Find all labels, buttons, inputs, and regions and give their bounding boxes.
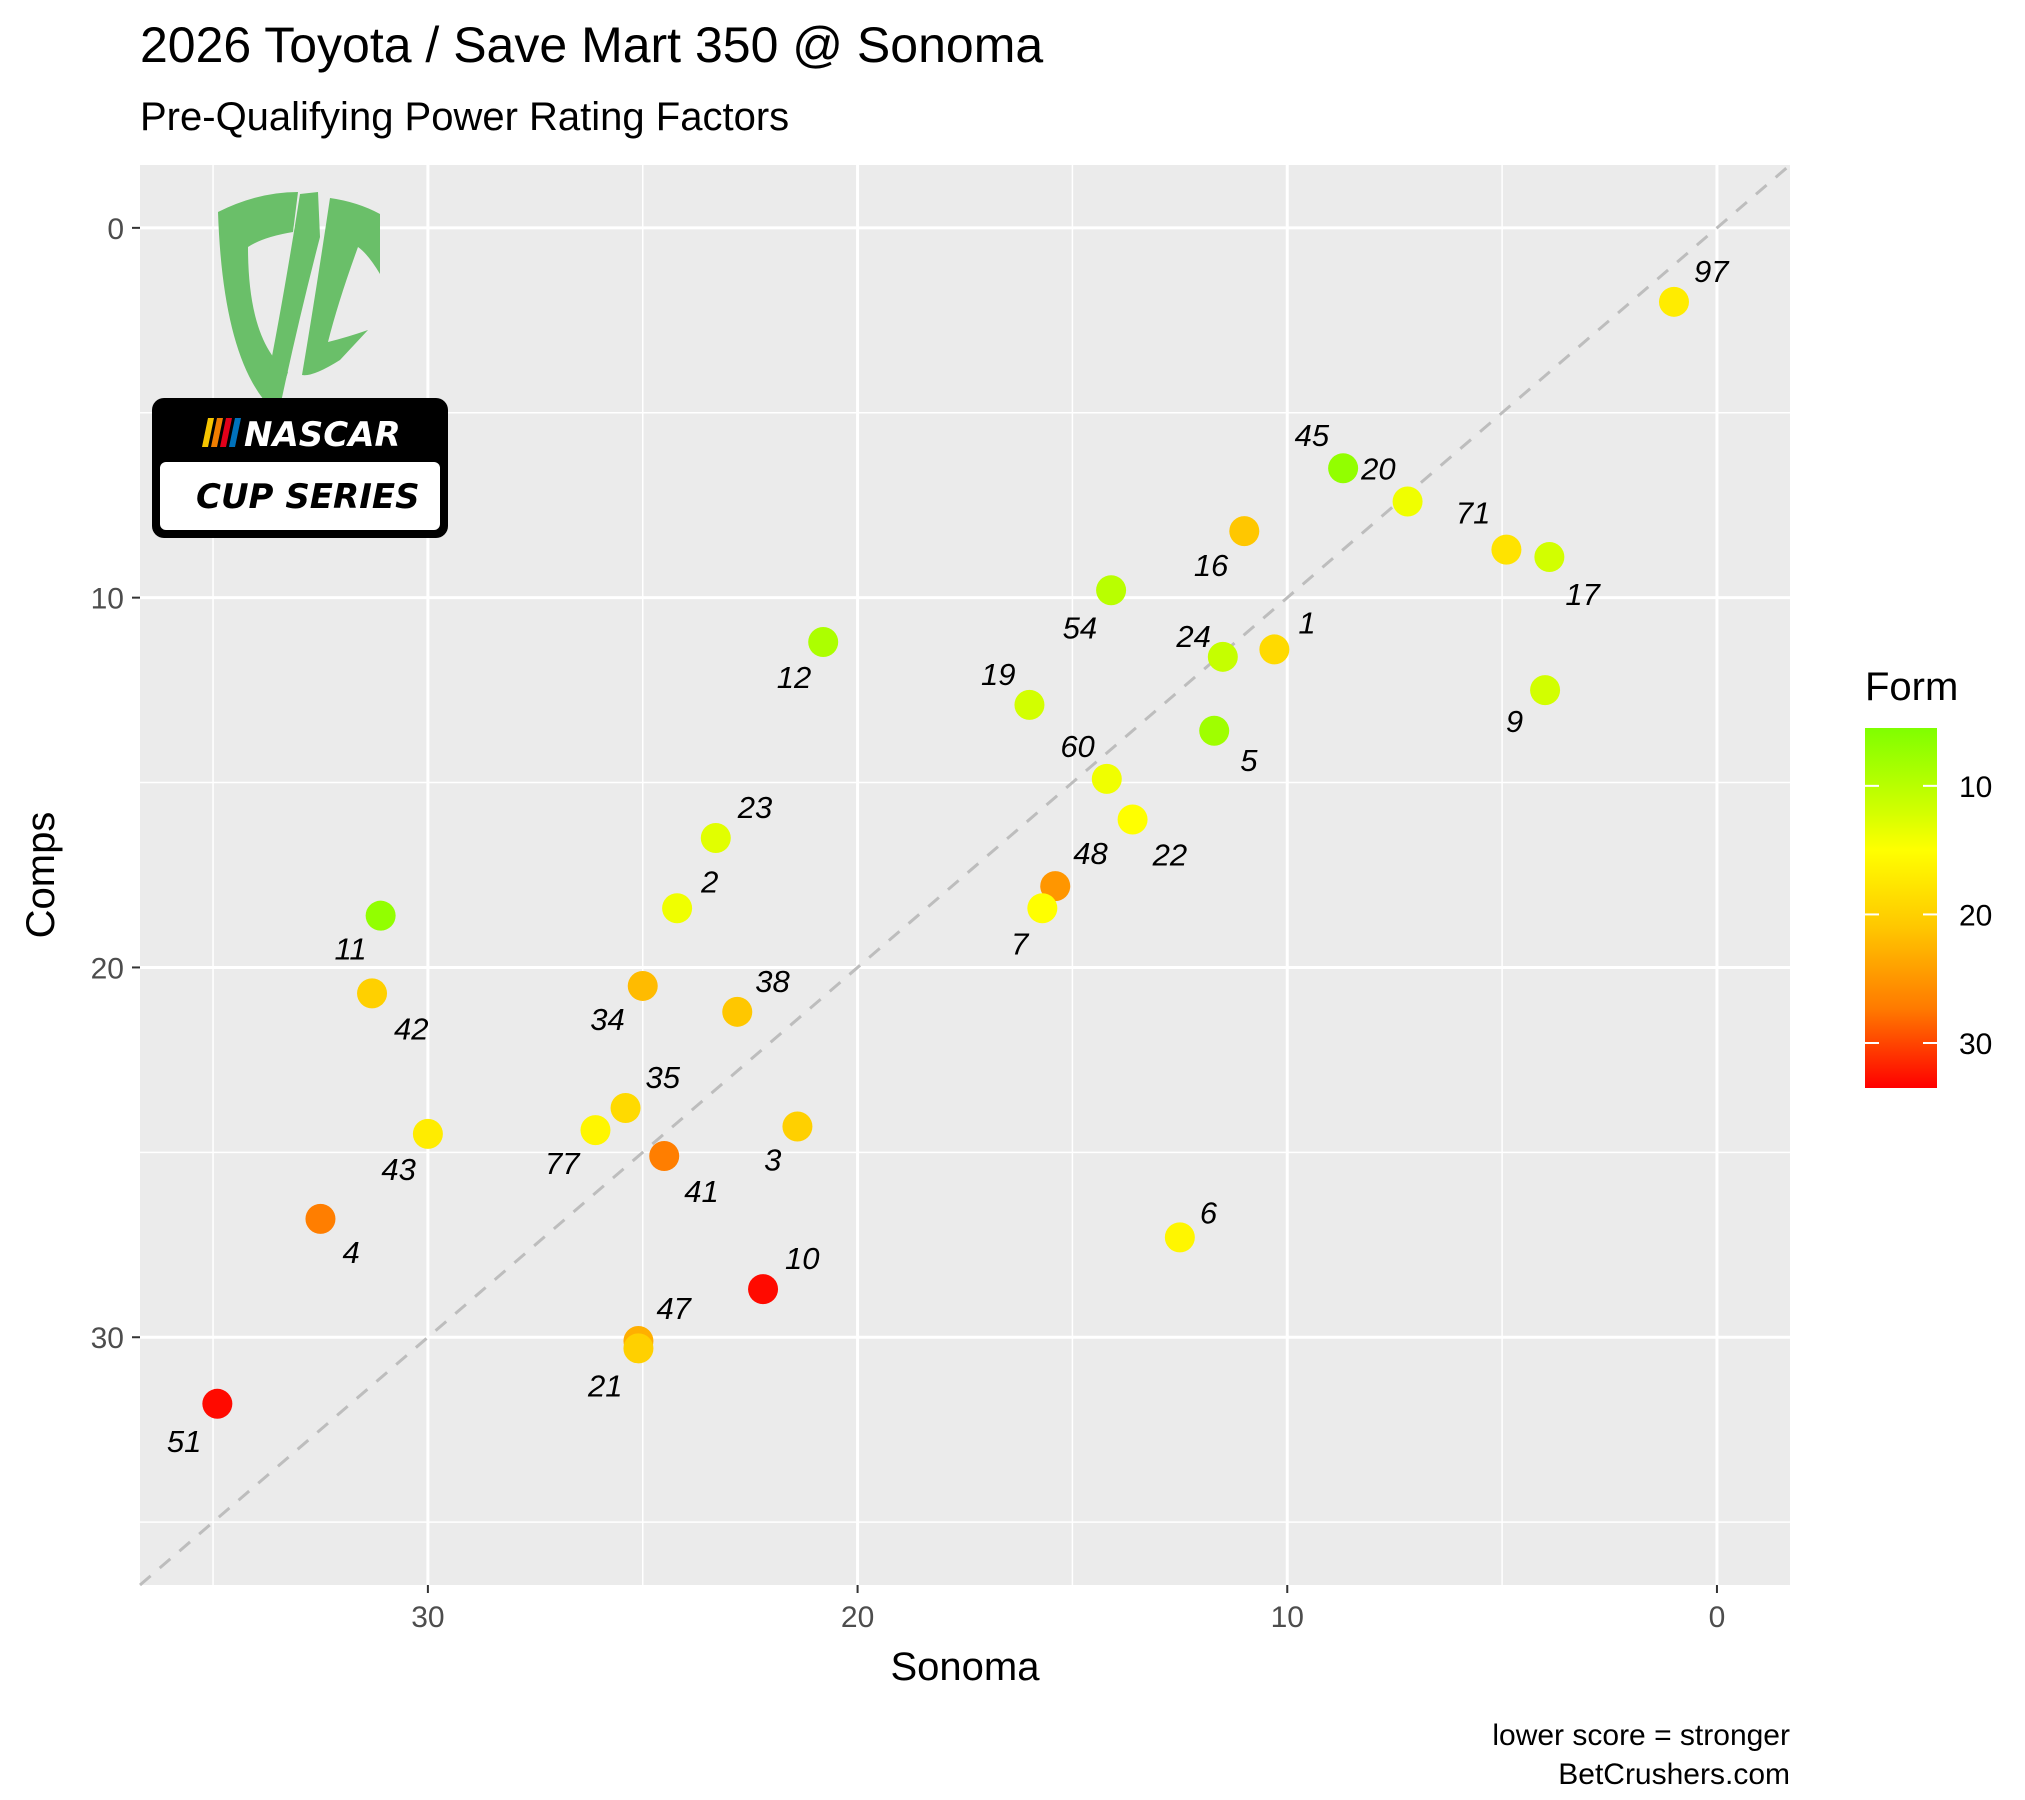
point-car-16 [1229, 516, 1260, 547]
label-car-2: 2 [700, 864, 718, 899]
point-car-24 [1207, 641, 1238, 672]
y-axis-label: Comps [19, 812, 63, 939]
label-car-43: 43 [381, 1152, 415, 1187]
chart-title: 2026 Toyota / Save Mart 350 @ Sonoma [140, 17, 1043, 73]
x-tick-label: 20 [841, 1601, 874, 1634]
label-car-51: 51 [167, 1424, 201, 1459]
betcrushers-logo-icon [218, 192, 380, 410]
label-car-1: 1 [1298, 605, 1315, 640]
point-car-60 [1091, 763, 1122, 794]
legend-colorbar [1865, 728, 1937, 1088]
form-legend: Form 10 20 30 [1865, 665, 1992, 1088]
label-car-11: 11 [334, 932, 366, 967]
badge-bottom-text: CUP SERIES [196, 477, 420, 517]
caption-note: lower score = stronger [1492, 1719, 1790, 1752]
point-car-3 [782, 1111, 813, 1142]
point-car-45 [1328, 453, 1359, 484]
label-car-48: 48 [1073, 836, 1108, 871]
legend-tick-label: 30 [1959, 1028, 1992, 1061]
x-tick-label: 10 [1271, 1601, 1304, 1634]
label-car-19: 19 [981, 657, 1015, 692]
point-car-6 [1164, 1222, 1195, 1253]
legend-tick-label: 20 [1959, 899, 1992, 932]
label-car-9: 9 [1506, 704, 1523, 739]
point-car-23 [700, 823, 731, 854]
point-car-43 [412, 1118, 443, 1149]
legend-ticks: 10 20 30 [1865, 771, 1992, 1061]
label-car-4: 4 [342, 1235, 359, 1270]
point-car-35 [610, 1092, 641, 1123]
nascar-cup-series-badge: NASCAR CUP SERIES [152, 398, 448, 538]
label-car-3: 3 [764, 1142, 781, 1177]
point-car-51 [202, 1388, 233, 1419]
y-tick-label: 0 [107, 213, 124, 246]
label-car-60: 60 [1060, 729, 1094, 764]
point-car-2 [662, 893, 693, 924]
label-car-20: 20 [1360, 452, 1395, 487]
label-car-35: 35 [646, 1060, 681, 1095]
y-tick-label: 20 [91, 952, 124, 985]
point-car-7 [1027, 893, 1058, 924]
point-car-38 [722, 996, 753, 1027]
axis-ticks: 30 20 10 0 0 10 20 30 [91, 213, 1726, 1634]
point-car-42 [357, 978, 388, 1009]
label-car-34: 34 [590, 1002, 624, 1037]
label-car-7: 7 [1011, 926, 1030, 961]
label-car-5: 5 [1240, 743, 1258, 778]
point-car-5 [1199, 715, 1230, 746]
label-car-77: 77 [545, 1146, 581, 1181]
y-tick-label: 30 [91, 1322, 124, 1355]
point-car-54 [1096, 575, 1127, 606]
label-car-23: 23 [737, 790, 772, 825]
x-tick-label: 30 [411, 1601, 444, 1634]
point-car-11 [365, 900, 396, 931]
label-car-17: 17 [1565, 577, 1601, 612]
label-car-71: 71 [1456, 496, 1490, 531]
label-car-45: 45 [1295, 418, 1330, 453]
label-car-42: 42 [394, 1011, 428, 1046]
label-car-16: 16 [1194, 548, 1229, 583]
badge-top-text: NASCAR [244, 415, 401, 455]
y-tick-label: 10 [91, 583, 124, 616]
nascar-stripes-icon [202, 418, 241, 447]
point-car-17 [1534, 541, 1565, 572]
label-car-38: 38 [755, 964, 790, 999]
caption-source: BetCrushers.com [1558, 1758, 1790, 1791]
x-axis-label: Sonoma [891, 1645, 1041, 1689]
point-car-34 [627, 970, 658, 1001]
point-car-19 [1014, 689, 1045, 720]
x-tick-label: 0 [1709, 1601, 1726, 1634]
label-car-6: 6 [1200, 1195, 1218, 1230]
legend-title: Form [1865, 665, 1958, 709]
point-car-77 [580, 1115, 611, 1146]
label-car-97: 97 [1694, 254, 1730, 289]
point-car-10 [748, 1274, 779, 1305]
point-car-1 [1259, 634, 1290, 665]
point-car-22 [1117, 804, 1148, 835]
point-car-9 [1530, 675, 1561, 706]
point-car-4 [305, 1203, 336, 1234]
legend-tick-label: 10 [1959, 771, 1992, 804]
point-car-20 [1392, 486, 1423, 517]
label-car-47: 47 [656, 1291, 692, 1326]
label-car-54: 54 [1063, 610, 1097, 645]
point-car-97 [1658, 286, 1689, 317]
label-car-24: 24 [1175, 619, 1210, 654]
label-car-41: 41 [684, 1174, 718, 1209]
point-car-41 [649, 1141, 680, 1172]
point-labels: 9745201671175412124919560222348271134423… [167, 254, 1730, 1459]
point-car-48 [1040, 871, 1071, 902]
point-car-12 [808, 627, 839, 658]
chart-subtitle: Pre-Qualifying Power Rating Factors [140, 95, 789, 139]
label-car-22: 22 [1152, 838, 1187, 873]
point-car-21 [623, 1333, 654, 1364]
label-car-12: 12 [777, 660, 811, 695]
label-car-21: 21 [587, 1368, 622, 1403]
point-car-71 [1491, 534, 1522, 565]
data-points [202, 286, 1689, 1419]
label-car-10: 10 [785, 1241, 819, 1276]
